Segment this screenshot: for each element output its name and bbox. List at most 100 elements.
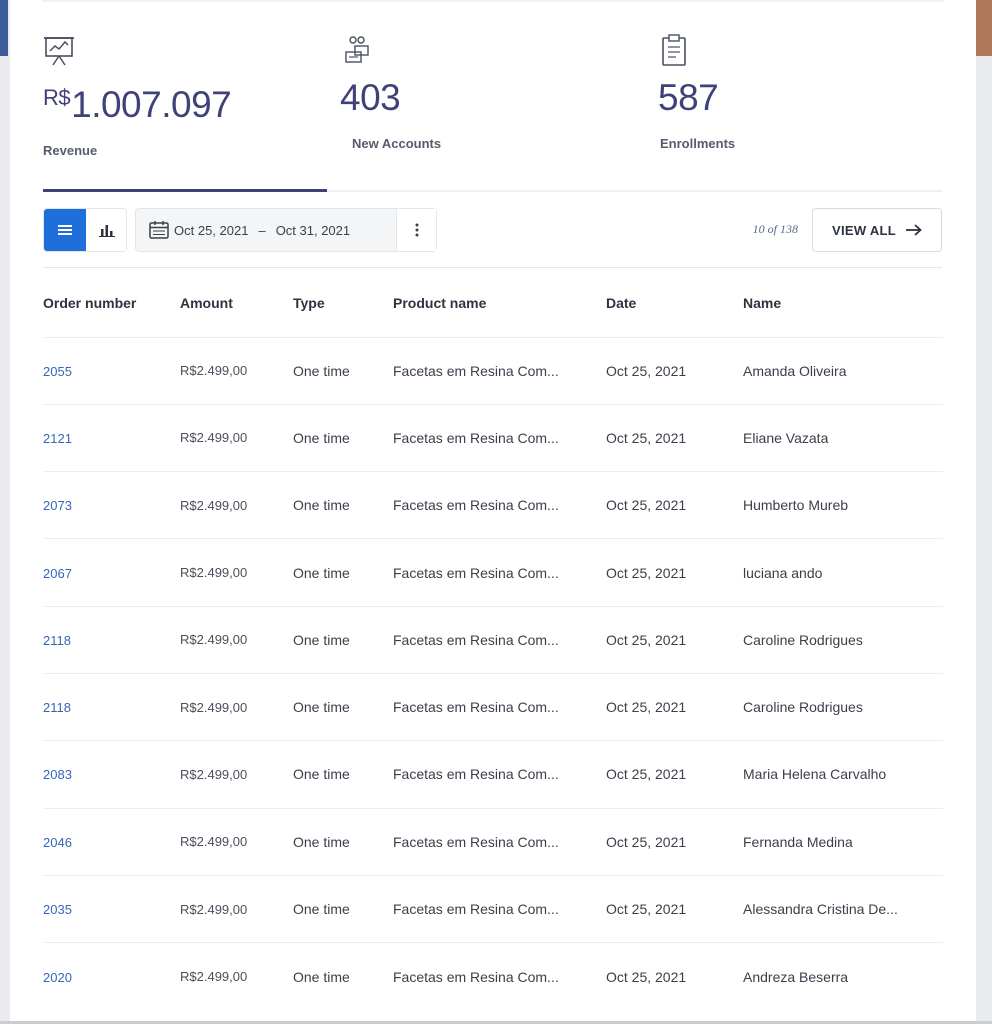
product-cell: Facetas em Resina Com...: [393, 538, 606, 607]
date-cell: Oct 25, 2021: [606, 605, 743, 674]
header-type[interactable]: Type: [293, 295, 325, 312]
type-cell: One time: [293, 538, 393, 607]
product-cell: Facetas em Resina Com...: [393, 605, 606, 674]
name-cell: Caroline Rodrigues: [743, 672, 943, 741]
table-header-row: Order number Amount Type Product name Da…: [43, 270, 943, 337]
table-row[interactable]: 2118 R$2.499,00 One time Facetas em Resi…: [43, 605, 943, 674]
date-cell: Oct 25, 2021: [606, 403, 743, 472]
type-cell: One time: [293, 403, 393, 472]
amount-cell: R$2.499,00: [180, 403, 293, 472]
view-all-label: VIEW ALL: [831, 222, 897, 238]
date-options-button[interactable]: [396, 209, 436, 251]
date-end: Oct 31, 2021: [275, 222, 351, 238]
product-cell: Facetas em Resina Com...: [393, 672, 606, 741]
table-row[interactable]: 2121 R$2.499,00 One time Facetas em Resi…: [43, 403, 943, 472]
order-number-link[interactable]: 2118: [43, 632, 71, 648]
table-row[interactable]: 2035 R$2.499,00 One time Facetas em Resi…: [43, 874, 943, 943]
pagination-count: 10 of 138: [752, 222, 798, 236]
table-row[interactable]: 2073 R$2.499,00 One time Facetas em Resi…: [43, 471, 943, 539]
table-row[interactable]: 2020 R$2.499,00 One time Facetas em Resi…: [43, 942, 943, 1010]
amount-cell: R$2.499,00: [180, 471, 293, 539]
date-cell: Oct 25, 2021: [606, 740, 743, 809]
header-amount[interactable]: Amount: [180, 295, 233, 312]
clipboard-icon: [662, 34, 686, 66]
date-range-picker[interactable]: Oct 25, 2021– Oct 31, 2021: [135, 208, 437, 252]
name-cell: Fernanda Medina: [743, 807, 943, 876]
enrollments-value: 587: [658, 77, 719, 118]
date-separator: –: [258, 222, 266, 238]
more-vertical-icon: [415, 223, 418, 237]
calendar-icon: [149, 221, 169, 239]
revenue-value: R$1.007.097: [43, 78, 232, 125]
amount-cell: R$2.499,00: [180, 672, 293, 741]
header-order-number[interactable]: Order number: [43, 295, 137, 312]
arrow-right-icon: [906, 224, 922, 236]
type-cell: One time: [293, 740, 393, 809]
new-accounts-label: New Accounts: [352, 136, 442, 151]
chart-view-button[interactable]: [86, 209, 126, 251]
date-range-text: Oct 25, 2021– Oct 31, 2021: [174, 223, 350, 238]
date-cell: Oct 25, 2021: [606, 807, 743, 876]
product-cell: Facetas em Resina Com...: [393, 336, 606, 405]
top-divider: [42, 0, 944, 2]
table-toolbar: Oct 25, 2021– Oct 31, 2021 10 of 138 VIEW…: [43, 208, 942, 252]
date-cell: Oct 25, 2021: [606, 538, 743, 607]
date-start: Oct 25, 2021: [174, 222, 249, 238]
type-cell: One time: [293, 672, 393, 741]
type-cell: One time: [293, 336, 393, 405]
order-number-link[interactable]: 2020: [43, 969, 72, 985]
amount-cell: R$2.499,00: [180, 740, 293, 809]
order-number-link[interactable]: 2055: [43, 363, 72, 379]
orders-table: Order number Amount Type Product name Da…: [43, 270, 943, 1010]
order-number-link[interactable]: 2067: [43, 565, 72, 581]
enrollments-label: Enrollments: [660, 136, 736, 151]
table-row[interactable]: 2046 R$2.499,00 One time Facetas em Resi…: [43, 807, 943, 876]
presentation-chart-icon: [44, 37, 74, 66]
order-number-link[interactable]: 2121: [43, 430, 72, 446]
bottom-edge: [0, 1021, 992, 1024]
order-number-link[interactable]: 2118: [43, 700, 71, 716]
revenue-amount: 1.007.097: [71, 84, 232, 125]
order-number-link[interactable]: 2083: [43, 767, 72, 783]
table-row[interactable]: 2067 R$2.499,00 One time Facetas em Resi…: [43, 538, 943, 607]
product-cell: Facetas em Resina Com...: [393, 942, 606, 1010]
list-icon: [58, 225, 72, 235]
name-cell: Alessandra Cristina De...: [743, 874, 943, 943]
table-row[interactable]: 2083 R$2.499,00 One time Facetas em Resi…: [43, 740, 943, 809]
background-edge-left: [0, 0, 8, 56]
name-cell: Amanda Oliveira: [743, 336, 943, 405]
order-number-link[interactable]: 2046: [43, 834, 72, 850]
amount-cell: R$2.499,00: [180, 336, 293, 405]
table-row[interactable]: 2118 R$2.499,00 One time Facetas em Resi…: [43, 672, 943, 741]
stat-new-accounts[interactable]: 403 New Accounts: [340, 34, 441, 151]
stat-enrollments[interactable]: 587 Enrollments: [658, 34, 735, 151]
list-view-button[interactable]: [44, 209, 86, 251]
amount-cell: R$2.499,00: [180, 605, 293, 674]
revenue-label: Revenue: [43, 143, 98, 158]
amount-cell: R$2.499,00: [180, 942, 293, 1010]
product-cell: Facetas em Resina Com...: [393, 874, 606, 943]
order-number-link[interactable]: 2073: [43, 498, 72, 514]
amount-cell: R$2.499,00: [180, 807, 293, 876]
view-all-button[interactable]: VIEW ALL: [812, 208, 942, 252]
date-cell: Oct 25, 2021: [606, 336, 743, 405]
date-cell: Oct 25, 2021: [606, 874, 743, 943]
product-cell: Facetas em Resina Com...: [393, 807, 606, 876]
new-accounts-value: 403: [340, 77, 401, 118]
name-cell: Caroline Rodrigues: [743, 605, 943, 674]
header-product-name[interactable]: Product name: [393, 295, 487, 312]
name-cell: Humberto Mureb: [743, 471, 943, 539]
amount-cell: R$2.499,00: [180, 874, 293, 943]
revenue-currency: R$: [43, 85, 71, 110]
background-edge-right: [976, 0, 992, 56]
header-date[interactable]: Date: [606, 295, 637, 312]
order-number-link[interactable]: 2035: [43, 902, 72, 918]
table-row[interactable]: 2055 R$2.499,00 One time Facetas em Resi…: [43, 336, 943, 405]
type-cell: One time: [293, 942, 393, 1010]
product-cell: Facetas em Resina Com...: [393, 403, 606, 472]
amount-cell: R$2.499,00: [180, 538, 293, 607]
header-name[interactable]: Name: [743, 295, 782, 312]
name-cell: Maria Helena Carvalho: [743, 740, 943, 809]
tab-indicator-track: [43, 189, 942, 192]
stat-revenue[interactable]: R$1.007.097 Revenue: [43, 34, 232, 158]
